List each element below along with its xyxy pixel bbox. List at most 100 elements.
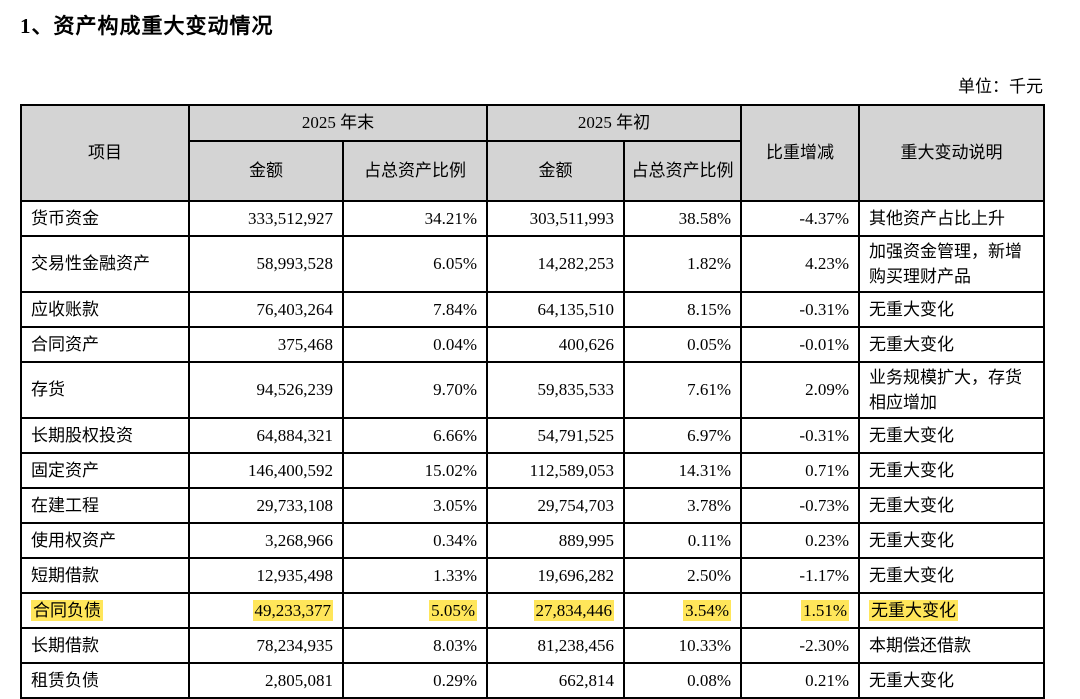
begin-amount-cell: 29,754,703 xyxy=(486,487,625,524)
table-row: 交易性金融资产 58,993,528 6.05% 14,282,253 1.82… xyxy=(20,235,1045,293)
note-cell: 无重大变化 xyxy=(858,326,1045,363)
highlight-text: 无重大变化 xyxy=(869,599,958,621)
highlight-text: 合同负债 xyxy=(31,599,103,621)
highlight-text: 5.05% xyxy=(429,599,477,621)
change-cell: 0.21% xyxy=(740,662,860,699)
table-row: 货币资金 333,512,927 34.21% 303,511,993 38.5… xyxy=(20,200,1045,237)
end-amount-cell: 58,993,528 xyxy=(188,235,344,293)
change-cell: -0.31% xyxy=(740,417,860,454)
col-group-2025-begin: 2025 年初 xyxy=(486,104,742,142)
begin-ratio-cell: 0.05% xyxy=(623,326,742,363)
change-cell: 4.23% xyxy=(740,235,860,293)
note-cell: 无重大变化 xyxy=(858,662,1045,699)
item-cell: 使用权资产 xyxy=(20,522,190,559)
note-cell: 加强资金管理，新增购买理财产品 xyxy=(858,235,1045,293)
item-cell: 应收账款 xyxy=(20,291,190,328)
note-cell: 无重大变化 xyxy=(858,522,1045,559)
begin-amount-cell: 400,626 xyxy=(486,326,625,363)
highlight-text: 3.54% xyxy=(683,599,731,621)
end-ratio-cell: 1.33% xyxy=(342,557,488,594)
change-cell: -0.01% xyxy=(740,326,860,363)
item-cell: 长期股权投资 xyxy=(20,417,190,454)
end-ratio-cell: 3.05% xyxy=(342,487,488,524)
begin-ratio-cell: 2.50% xyxy=(623,557,742,594)
col-header-amount-end: 金额 xyxy=(188,140,344,202)
item-cell: 合同资产 xyxy=(20,326,190,363)
note-cell: 无重大变化 xyxy=(858,487,1045,524)
begin-ratio-cell: 14.31% xyxy=(623,452,742,489)
note-cell: 无重大变化 xyxy=(858,592,1045,629)
col-header-item: 项目 xyxy=(20,104,190,202)
begin-amount-cell: 27,834,446 xyxy=(486,592,625,629)
note-cell: 本期偿还借款 xyxy=(858,627,1045,664)
end-amount-cell: 375,468 xyxy=(188,326,344,363)
end-ratio-cell: 9.70% xyxy=(342,361,488,419)
begin-ratio-cell: 6.97% xyxy=(623,417,742,454)
begin-amount-cell: 81,238,456 xyxy=(486,627,625,664)
begin-ratio-cell: 8.15% xyxy=(623,291,742,328)
item-cell: 长期借款 xyxy=(20,627,190,664)
begin-amount-cell: 662,814 xyxy=(486,662,625,699)
change-cell: 1.51% xyxy=(740,592,860,629)
end-ratio-cell: 0.04% xyxy=(342,326,488,363)
end-amount-cell: 78,234,935 xyxy=(188,627,344,664)
begin-ratio-cell: 0.08% xyxy=(623,662,742,699)
note-cell: 无重大变化 xyxy=(858,557,1045,594)
end-ratio-cell: 8.03% xyxy=(342,627,488,664)
end-ratio-cell: 34.21% xyxy=(342,200,488,237)
end-ratio-cell: 0.34% xyxy=(342,522,488,559)
end-amount-cell: 64,884,321 xyxy=(188,417,344,454)
item-cell: 交易性金融资产 xyxy=(20,235,190,293)
asset-change-table: 项目 2025 年末 2025 年初 比重增减 重大变动说明 金额 占总资产比例… xyxy=(20,104,1045,699)
item-cell: 货币资金 xyxy=(20,200,190,237)
end-amount-cell: 333,512,927 xyxy=(188,200,344,237)
col-group-2025-end: 2025 年末 xyxy=(188,104,488,142)
item-cell: 合同负债 xyxy=(20,592,190,629)
begin-amount-cell: 112,589,053 xyxy=(486,452,625,489)
end-amount-cell: 94,526,239 xyxy=(188,361,344,419)
table-row: 短期借款 12,935,498 1.33% 19,696,282 2.50% -… xyxy=(20,557,1045,594)
begin-amount-cell: 303,511,993 xyxy=(486,200,625,237)
table-row: 租赁负债 2,805,081 0.29% 662,814 0.08% 0.21%… xyxy=(20,662,1045,699)
item-cell: 在建工程 xyxy=(20,487,190,524)
highlight-text: 27,834,446 xyxy=(533,599,614,621)
change-cell: -0.31% xyxy=(740,291,860,328)
begin-amount-cell: 64,135,510 xyxy=(486,291,625,328)
end-ratio-cell: 5.05% xyxy=(342,592,488,629)
end-amount-cell: 12,935,498 xyxy=(188,557,344,594)
begin-amount-cell: 889,995 xyxy=(486,522,625,559)
table-row-highlighted: 合同负债 49,233,377 5.05% 27,834,446 3.54% 1… xyxy=(20,592,1045,629)
header-row-groups: 项目 2025 年末 2025 年初 比重增减 重大变动说明 xyxy=(20,104,1045,202)
note-cell: 无重大变化 xyxy=(858,417,1045,454)
end-ratio-cell: 6.66% xyxy=(342,417,488,454)
end-amount-cell: 76,403,264 xyxy=(188,291,344,328)
table-row: 存货 94,526,239 9.70% 59,835,533 7.61% 2.0… xyxy=(20,361,1045,419)
end-ratio-cell: 0.29% xyxy=(342,662,488,699)
unit-label: 单位：千元 xyxy=(958,77,1043,96)
table-row: 长期股权投资 64,884,321 6.66% 54,791,525 6.97%… xyxy=(20,417,1045,454)
item-cell: 租赁负债 xyxy=(20,662,190,699)
begin-ratio-cell: 3.54% xyxy=(623,592,742,629)
end-amount-cell: 49,233,377 xyxy=(188,592,344,629)
page-title: 1、资产构成重大变动情况 xyxy=(20,14,274,38)
table-row: 合同资产 375,468 0.04% 400,626 0.05% -0.01% … xyxy=(20,326,1045,363)
table-row: 使用权资产 3,268,966 0.34% 889,995 0.11% 0.23… xyxy=(20,522,1045,559)
highlight-text: 1.51% xyxy=(801,599,849,621)
col-header-change: 比重增减 xyxy=(740,104,860,202)
note-cell: 无重大变化 xyxy=(858,452,1045,489)
end-amount-cell: 29,733,108 xyxy=(188,487,344,524)
change-cell: 2.09% xyxy=(740,361,860,419)
begin-ratio-cell: 0.11% xyxy=(623,522,742,559)
header-row-sub: 金额 占总资产比例 金额 占总资产比例 xyxy=(21,140,1044,202)
change-cell: -0.73% xyxy=(740,487,860,524)
end-ratio-cell: 15.02% xyxy=(342,452,488,489)
end-ratio-cell: 6.05% xyxy=(342,235,488,293)
begin-amount-cell: 59,835,533 xyxy=(486,361,625,419)
begin-ratio-cell: 10.33% xyxy=(623,627,742,664)
end-amount-cell: 3,268,966 xyxy=(188,522,344,559)
note-cell: 业务规模扩大，存货相应增加 xyxy=(858,361,1045,419)
col-header-ratio-begin: 占总资产比例 xyxy=(623,140,742,202)
change-cell: -4.37% xyxy=(740,200,860,237)
table-row: 应收账款 76,403,264 7.84% 64,135,510 8.15% -… xyxy=(20,291,1045,328)
